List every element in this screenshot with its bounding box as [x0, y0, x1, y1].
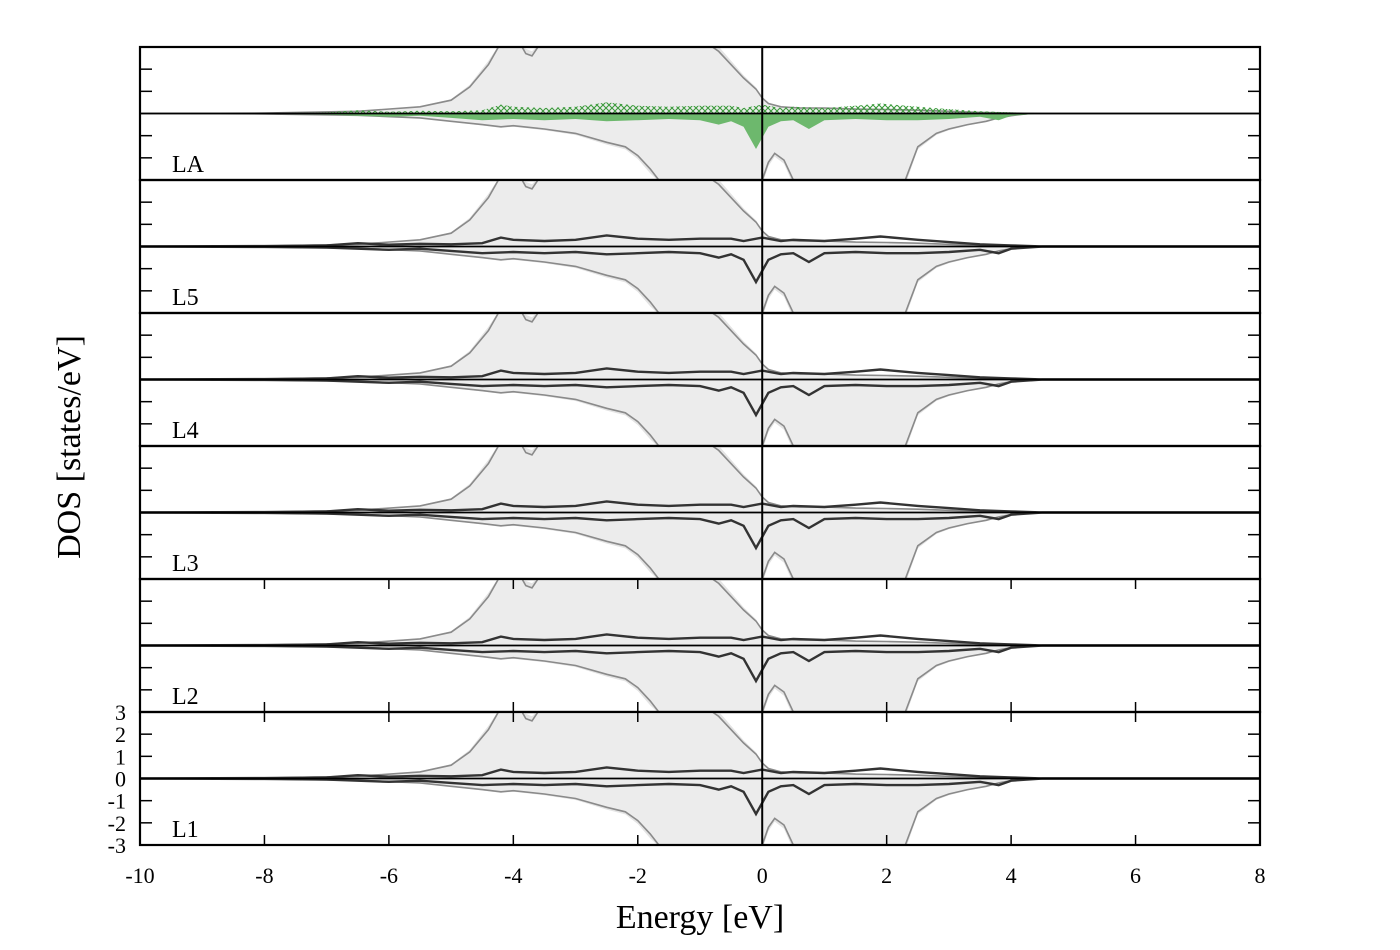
- x-tick-label: 8: [1255, 863, 1266, 888]
- y-tick-label: -2: [108, 811, 126, 836]
- x-tick-label: -4: [504, 863, 522, 888]
- reference-dos-up-fill: [140, 313, 1260, 380]
- reference-dos-down-line: [140, 245, 1260, 313]
- panel-l4: L4: [138, 311, 1262, 448]
- y-tick-label: -1: [108, 789, 126, 814]
- panel-plot-area: [140, 579, 1260, 712]
- panel-plot-area: [140, 446, 1260, 579]
- reference-dos-down-line: [140, 112, 1260, 180]
- panel-label: L4: [172, 418, 199, 444]
- reference-dos-down-line: [140, 644, 1260, 712]
- panel-plot-area: [140, 712, 1260, 845]
- layer-dos-down-line: [140, 777, 1260, 817]
- x-tick-label: 6: [1130, 863, 1141, 888]
- reference-dos-up-line: [140, 180, 1260, 248]
- panel-label: L5: [172, 285, 199, 311]
- y-tick-label: -3: [108, 833, 126, 858]
- y-tick-label: 2: [115, 722, 126, 747]
- reference-dos-up-fill: [140, 180, 1260, 247]
- panel-l3: L3: [138, 444, 1262, 581]
- reference-dos-up-line: [140, 712, 1260, 780]
- x-axis-title: Energy [eV]: [616, 899, 784, 936]
- layer-dos-down-line: [140, 245, 1260, 285]
- x-axis-ticks: -10 -8 -6 -4 -2 0 2 4 6 8: [125, 863, 1265, 888]
- reference-dos-down-fill: [140, 379, 1260, 446]
- reference-dos-up-line: [140, 446, 1260, 514]
- layer-dos-up-line: [140, 766, 1260, 780]
- panel-plot-area: [140, 313, 1260, 446]
- reference-dos-up-line: [140, 579, 1260, 647]
- panel-plot-area: [140, 180, 1260, 313]
- reference-dos-down-fill: [140, 778, 1260, 845]
- reference-dos-down-line: [140, 777, 1260, 845]
- reference-dos-up-fill: [140, 47, 1260, 114]
- panel-label: L1: [172, 817, 199, 843]
- reference-dos-down-fill: [140, 512, 1260, 579]
- panels: LA L5 L4 L3 L2 L1: [138, 45, 1262, 847]
- panel-l5: L5: [138, 178, 1262, 315]
- reference-dos-up-line: [140, 313, 1260, 381]
- panel-label: L3: [172, 551, 199, 577]
- layer-dos-up-line: [140, 633, 1260, 647]
- panel-plot-area: [140, 47, 1260, 180]
- layer-dos-down-line: [140, 511, 1260, 551]
- reference-dos-up-fill: [140, 579, 1260, 646]
- panel-l2: L2: [138, 577, 1262, 714]
- panel-label: L2: [172, 684, 199, 710]
- reference-dos-up-fill: [140, 712, 1260, 779]
- x-tick-label: -10: [125, 863, 154, 888]
- layer-dos-up-line: [140, 367, 1260, 381]
- reference-dos-down-line: [140, 378, 1260, 446]
- reference-dos-down-fill: [140, 246, 1260, 313]
- reference-dos-down-line: [140, 511, 1260, 579]
- layer-dos-down-line: [140, 644, 1260, 684]
- layer-dos-up-hatch: [140, 102, 1260, 114]
- reference-dos-down-fill: [140, 645, 1260, 712]
- layer-dos-down-line: [140, 378, 1260, 418]
- y-tick-label: 0: [115, 767, 126, 792]
- panel-la: LA: [138, 45, 1262, 182]
- y-axis-title: DOS [states/eV]: [51, 335, 88, 559]
- panel-l1: L1: [138, 710, 1262, 847]
- x-tick-label: -8: [255, 863, 273, 888]
- reference-dos-down-fill: [140, 113, 1260, 180]
- x-tick-label: -6: [380, 863, 398, 888]
- x-tick-label: 2: [881, 863, 892, 888]
- reference-dos-up-fill: [140, 446, 1260, 513]
- y-tick-label: 1: [115, 744, 126, 769]
- x-tick-label: 0: [757, 863, 768, 888]
- layer-dos-up-line: [140, 500, 1260, 514]
- x-tick-label: 4: [1006, 863, 1017, 888]
- panel-frame: [138, 710, 1262, 847]
- x-tick-label: -2: [629, 863, 647, 888]
- layer-dos-up-line: [140, 234, 1260, 248]
- panel-label: LA: [172, 152, 205, 178]
- y-tick-label: 3: [115, 700, 126, 725]
